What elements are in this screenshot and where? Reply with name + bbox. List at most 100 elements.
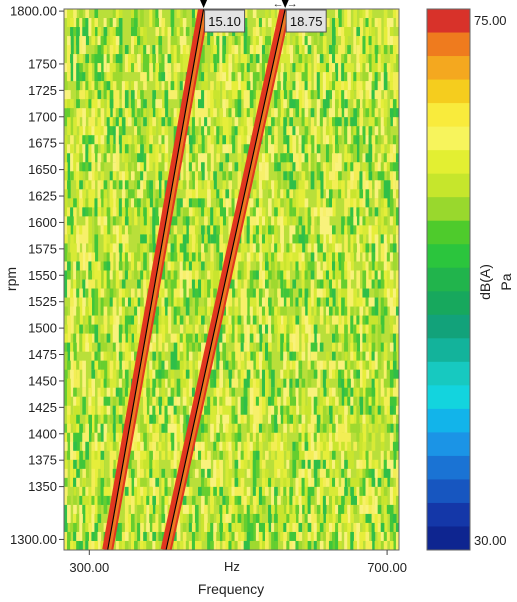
heatmap-cell xyxy=(97,477,102,505)
heatmap-cell xyxy=(109,243,114,262)
heatmap-cell xyxy=(137,288,141,298)
heatmap-cell xyxy=(298,135,303,145)
heatmap-cell xyxy=(237,171,242,190)
heatmap-cell xyxy=(316,279,321,289)
heatmap-cell xyxy=(271,441,275,451)
heatmap-cell xyxy=(109,189,114,208)
heatmap-cell xyxy=(161,369,166,379)
heatmap-cell xyxy=(182,531,187,550)
heatmap-cell xyxy=(173,414,178,433)
heatmap-cell xyxy=(368,99,373,118)
heatmap-cell xyxy=(350,315,354,343)
heatmap-cell xyxy=(194,126,199,136)
heatmap-cell xyxy=(389,360,394,370)
heatmap-cell xyxy=(103,225,108,235)
heatmap-cell xyxy=(115,270,120,289)
heatmap-cell xyxy=(322,72,327,100)
heatmap-cell xyxy=(121,81,126,100)
heatmap-cell xyxy=(131,252,135,271)
heatmap-cell xyxy=(91,351,96,361)
cursor-label-box[interactable] xyxy=(204,9,246,33)
x-axis: 300.00 700.00 xyxy=(69,550,407,575)
heatmap-cell xyxy=(271,117,275,127)
heatmap-cell xyxy=(313,72,318,100)
heatmap-cell xyxy=(255,378,260,388)
heatmap-cell xyxy=(82,189,86,208)
heatmap-cell xyxy=(304,513,309,532)
heatmap-cell xyxy=(91,288,96,316)
heatmap-cell xyxy=(240,531,245,541)
cursor-label-box[interactable] xyxy=(285,9,327,33)
order-cursor[interactable]: ← →18.75 xyxy=(273,0,327,33)
heatmap-cell xyxy=(301,135,306,154)
heatmap-cell xyxy=(237,99,242,118)
heatmap-cell xyxy=(188,198,193,208)
cursor-marker-icon[interactable] xyxy=(281,0,289,8)
heatmap-cell xyxy=(188,180,193,190)
heatmap-cell xyxy=(325,234,330,244)
heatmap-cell xyxy=(383,297,388,316)
heatmap-cell xyxy=(304,405,309,415)
heatmap-cell xyxy=(386,63,391,82)
heatmap-cell xyxy=(82,333,86,352)
heatmap-cell xyxy=(316,261,321,280)
heatmap-cell xyxy=(73,486,77,496)
heatmap-cell xyxy=(222,324,227,334)
heatmap-cell xyxy=(188,270,193,298)
heatmap-cell xyxy=(140,414,144,442)
y-tick-label: 1300.00 xyxy=(10,532,57,547)
heatmap-cell xyxy=(188,522,193,532)
heatmap-cell xyxy=(109,54,114,73)
heatmap-cell xyxy=(191,270,196,289)
heatmap-cell xyxy=(268,423,272,442)
heatmap-cell xyxy=(170,90,175,100)
heatmap-cell xyxy=(176,108,181,118)
heatmap-cell xyxy=(161,441,166,451)
heatmap-cell xyxy=(277,81,281,100)
heatmap-cell xyxy=(325,306,330,316)
heatmap-cell xyxy=(395,144,399,154)
heatmap-cell xyxy=(100,108,105,127)
heatmap-cell xyxy=(243,90,248,109)
heatmap-cell xyxy=(277,243,281,262)
cursor-marker-icon[interactable] xyxy=(200,0,208,8)
heatmap-cell xyxy=(371,162,376,190)
heatmap-cell xyxy=(271,225,275,235)
heatmap-cell xyxy=(155,477,160,487)
heatmap-cell xyxy=(118,297,123,316)
heatmap-cell xyxy=(261,504,266,514)
order-cursors[interactable]: 15.10 ← →18.75 xyxy=(200,0,327,33)
heatmap-cell xyxy=(362,513,367,541)
heatmap-cell xyxy=(249,90,254,109)
heatmap-cell xyxy=(97,207,102,217)
heatmap-cell xyxy=(377,81,382,109)
heatmap-cell xyxy=(356,468,361,496)
cursor-move-icon[interactable]: ← → xyxy=(273,0,298,10)
order-cursor[interactable]: 15.10 xyxy=(200,0,246,33)
heatmap-cell xyxy=(222,63,227,73)
heatmap-cell xyxy=(295,99,300,118)
heatmap-cell xyxy=(286,81,290,91)
heatmap-cell xyxy=(392,216,397,244)
heatmap-cell xyxy=(368,342,373,370)
heatmap-cell xyxy=(103,378,108,388)
heatmap-cell xyxy=(158,279,163,298)
heatmap-cell xyxy=(344,81,348,100)
heatmap-cell xyxy=(316,306,321,316)
heatmap-cell xyxy=(100,351,105,370)
heatmap-cell xyxy=(328,495,333,514)
heatmap-cell xyxy=(316,477,321,487)
heatmap-cell xyxy=(389,54,394,73)
heatmap-cell xyxy=(85,333,89,352)
heatmap-cell xyxy=(222,540,227,550)
heatmap-cell xyxy=(79,324,83,334)
heatmap-cell xyxy=(347,72,351,91)
heatmap-cell xyxy=(82,279,86,307)
heatmap-cell xyxy=(161,468,166,478)
heatmap-cell xyxy=(395,54,399,82)
heatmap-cell xyxy=(341,180,345,199)
heatmap-cell xyxy=(368,261,373,271)
heatmap-cell xyxy=(167,54,172,73)
heatmap-cell xyxy=(389,27,394,46)
heatmap-cell xyxy=(304,234,309,244)
